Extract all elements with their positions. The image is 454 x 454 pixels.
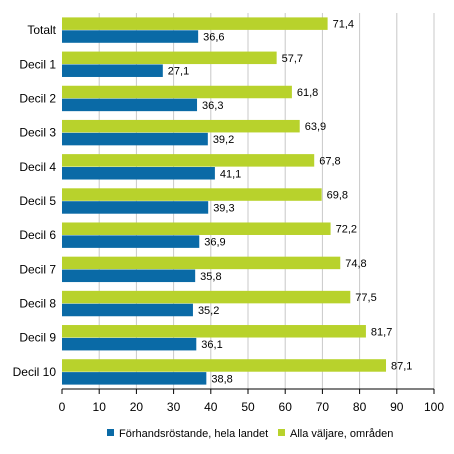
bar-forhandsrostande (62, 337, 197, 351)
data-labels: 71,4 36,6 57,7 27,1 61,8 36,3 63,9 39,2 67,8 41,1… (168, 19, 413, 386)
data-label-forhandsrostande: 27,1 (168, 66, 189, 78)
bars (62, 17, 387, 385)
bar-alla-valjare (62, 85, 292, 99)
data-label-forhandsrostande: 39,2 (213, 134, 234, 146)
bar-alla-valjare (62, 290, 351, 304)
category-label: Decil 2 (19, 91, 56, 105)
x-tick-label: 0 (59, 400, 66, 414)
bar-alla-valjare (62, 256, 341, 270)
data-label-forhandsrostande: 38,8 (211, 373, 232, 385)
data-label-alla-valjare: 87,1 (391, 360, 412, 372)
x-tick-label: 100 (424, 400, 444, 414)
bar-alla-valjare (62, 188, 322, 201)
data-label-forhandsrostande: 35,8 (200, 271, 221, 283)
category-labels: Totalt Decil 1 Decil 2 Decil 3 Decil 4 Decil … (13, 23, 57, 379)
x-tick-label: 80 (353, 400, 367, 414)
category-label: Decil 8 (19, 297, 56, 311)
data-label-alla-valjare: 77,5 (355, 292, 376, 304)
bar-alla-valjare (62, 325, 366, 338)
data-label-forhandsrostande: 35,2 (198, 305, 219, 317)
data-label-forhandsrostande: 36,1 (201, 339, 222, 351)
data-label-forhandsrostande: 41,1 (220, 168, 241, 180)
bar-alla-valjare (62, 359, 387, 372)
bar-alla-valjare (62, 119, 300, 133)
bar-alla-valjare (62, 51, 277, 65)
x-tick-label: 90 (390, 400, 404, 414)
category-label: Decil 9 (19, 331, 56, 345)
category-label: Decil 5 (19, 194, 56, 208)
data-label-alla-valjare: 71,4 (333, 19, 354, 31)
data-label-alla-valjare: 74,8 (345, 258, 366, 270)
category-label: Decil 6 (19, 228, 56, 242)
data-label-forhandsrostande: 36,6 (203, 32, 224, 44)
x-axis: 0 10 20 30 40 50 60 70 80 90 100 (59, 388, 444, 414)
bar-forhandsrostande (62, 30, 199, 43)
bar-forhandsrostande (62, 303, 193, 317)
bar-forhandsrostande (62, 98, 198, 112)
data-label-forhandsrostande: 39,3 (213, 202, 234, 214)
legend-swatch-forhandsrostande (107, 429, 114, 436)
x-tick-label: 30 (167, 400, 181, 414)
bar-alla-valjare (62, 154, 315, 167)
legend: Förhandsröstande, hela landet Alla väljar… (107, 428, 393, 440)
bar-forhandsrostande (62, 167, 215, 180)
legend-swatch-alla-valjare (278, 429, 285, 436)
bar-forhandsrostande (62, 64, 163, 77)
bar-forhandsrostande (62, 235, 200, 248)
category-label: Decil 3 (19, 126, 56, 140)
x-tick-label: 40 (204, 400, 218, 414)
x-tick-label: 70 (316, 400, 330, 414)
x-tick-label: 50 (241, 400, 255, 414)
data-label-forhandsrostande: 36,9 (204, 237, 225, 249)
data-label-alla-valjare: 72,2 (336, 224, 357, 236)
bar-alla-valjare (62, 17, 328, 30)
legend-label-alla-valjare: Alla väljare, områden (290, 428, 393, 440)
category-label: Decil 4 (19, 160, 56, 174)
x-tick-label: 20 (130, 400, 144, 414)
bar-forhandsrostande (62, 132, 208, 146)
category-label: Decil 1 (19, 57, 56, 71)
category-label: Decil 7 (19, 262, 56, 276)
bar-forhandsrostande (62, 201, 209, 214)
data-label-alla-valjare: 81,7 (371, 326, 392, 338)
category-label: Decil 10 (13, 365, 57, 379)
x-tick-label: 60 (279, 400, 293, 414)
category-label: Totalt (27, 23, 56, 37)
bar-forhandsrostande (62, 372, 207, 385)
bar-forhandsrostande (62, 269, 196, 283)
data-label-alla-valjare: 69,8 (327, 190, 348, 202)
bar-alla-valjare (62, 222, 331, 235)
x-tick-label: 10 (93, 400, 107, 414)
data-label-alla-valjare: 57,7 (282, 53, 303, 65)
legend-label-forhandsrostande: Förhandsröstande, hela landet (119, 428, 268, 440)
data-label-forhandsrostande: 36,3 (202, 100, 223, 112)
data-label-alla-valjare: 61,8 (297, 87, 318, 99)
data-label-alla-valjare: 63,9 (305, 121, 326, 133)
data-label-alla-valjare: 67,8 (319, 155, 340, 167)
